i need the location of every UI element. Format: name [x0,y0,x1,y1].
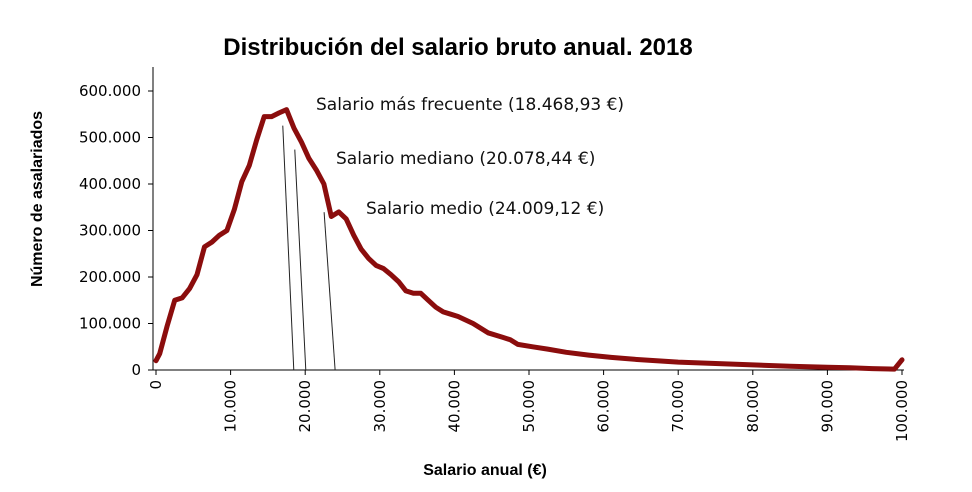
y-tick-label: 400.000 [79,175,141,193]
y-axis-title: Número de asalariados [29,111,46,287]
x-axis-ticks: 0 10.000 20.000 30.000 40.000 50.000 60.000 70.… [147,370,911,442]
y-tick-label: 0 [131,361,141,379]
x-tick-label: 0 [147,380,165,390]
marker-annotations: Salario más frecuente (18.468,93 €) Salar… [316,95,624,219]
y-axis-ticks: 0 100.000 200.000 300.000 400.000 500.000 600.… [79,82,153,379]
marker-label: Salario más frecuente (18.468,93 €) [316,95,624,115]
y-tick-label: 300.000 [79,222,141,240]
x-tick-label: 100.000 [893,380,911,442]
y-tick-label: 500.000 [79,129,141,147]
y-tick-label: 600.000 [79,82,141,100]
y-tick-label: 100.000 [79,315,141,333]
x-tick-label: 10.000 [222,380,240,433]
x-tick-label: 70.000 [669,380,687,433]
x-tick-label: 40.000 [445,380,463,433]
x-tick-label: 20.000 [296,380,314,433]
x-tick-label: 30.000 [371,380,389,433]
chart-title: Distribución del salario bruto anual. 20… [223,34,692,61]
salary-distribution-line [153,107,905,372]
marker-line [294,149,307,371]
x-tick-label: 60.000 [595,380,613,433]
x-axis-title: Salario anual (€) [423,462,547,479]
marker-line [282,125,295,371]
marker-line [323,212,336,371]
y-tick-label: 200.000 [79,268,141,286]
x-tick-label: 80.000 [744,380,762,433]
x-tick-label: 90.000 [818,380,836,433]
marker-label: Salario mediano (20.078,44 €) [336,149,595,169]
x-tick-label: 50.000 [520,380,538,433]
marker-label: Salario medio (24.009,12 €) [366,199,604,219]
marker-lines [282,125,336,371]
